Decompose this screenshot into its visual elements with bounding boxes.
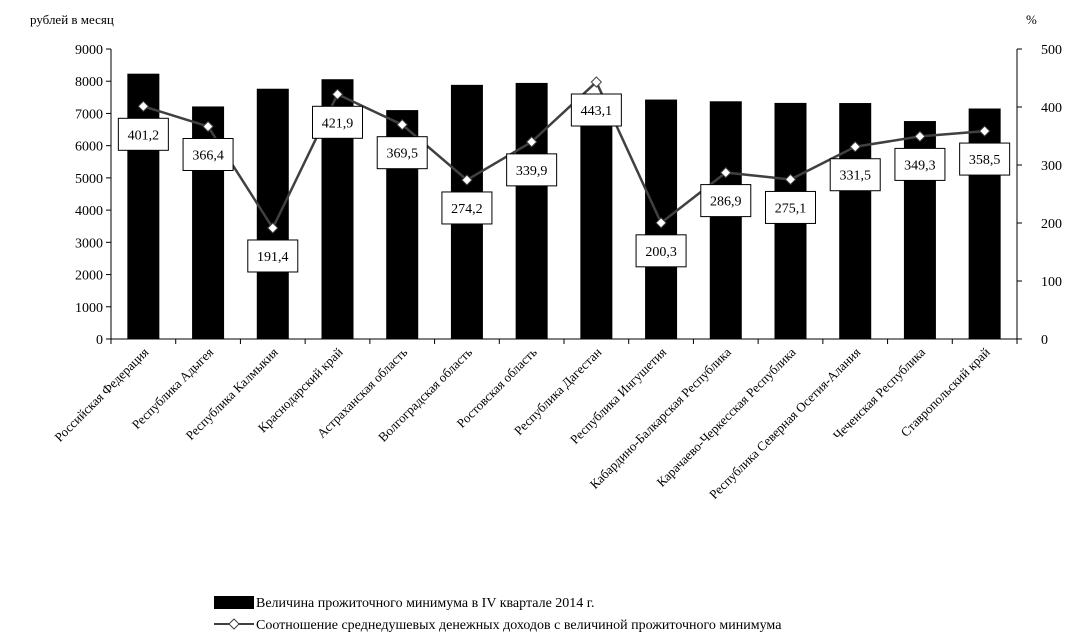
data-label-box <box>441 191 493 225</box>
bar <box>127 73 160 339</box>
category-label: Кабардино-Балкарская Республика <box>587 344 734 491</box>
bar <box>580 94 613 339</box>
y-tick-label: 5000 <box>75 172 103 187</box>
data-label-box <box>894 147 946 181</box>
data-label-box <box>700 184 752 218</box>
data-label-box <box>247 239 299 273</box>
data-label-box <box>312 105 363 139</box>
data-label: 191,4 <box>257 250 289 265</box>
y2-tick-label: 200 <box>1041 217 1062 232</box>
y2-tick-label: 500 <box>1041 43 1062 58</box>
y-tick-label: 2000 <box>75 269 103 284</box>
data-label-box <box>182 137 234 171</box>
data-labels: 401,2 366,4 191,4 421,9 369,5 274,2 339,9 443,1… <box>117 93 1011 273</box>
data-label-box <box>117 117 169 151</box>
y2-tick-label: 400 <box>1041 101 1062 116</box>
y2-axis-title: % <box>1026 12 1037 27</box>
y-tick-label: 8000 <box>75 75 103 90</box>
ratio-marker <box>784 173 797 186</box>
y2-tick-label: 100 <box>1041 275 1062 290</box>
ratio-marker <box>720 166 732 179</box>
data-label: 366,4 <box>192 148 224 163</box>
data-label: 331,5 <box>839 169 871 184</box>
legend: Величина прожиточного минимума в IV квар… <box>214 596 782 633</box>
data-label: 369,5 <box>386 147 418 162</box>
y-tick-label: 6000 <box>75 140 103 155</box>
data-label: 349,3 <box>904 158 936 173</box>
legend-diamond-marker <box>228 618 240 630</box>
ratio-marker <box>978 125 991 137</box>
ratio-marker <box>396 118 408 131</box>
y-tick-label: 9000 <box>75 43 103 58</box>
data-label: 401,2 <box>128 128 160 143</box>
data-label-box <box>829 158 881 192</box>
ratio-marker <box>202 120 214 133</box>
y-axis-title: рублей в месяц <box>30 12 114 27</box>
bar <box>256 88 289 339</box>
y-tick-label: 4000 <box>75 204 103 219</box>
legend-bar-label: Величина прожиточного минимума в IV квар… <box>256 596 594 611</box>
category-label: Карачаево-Черкесская Республика <box>653 344 798 489</box>
data-label: 275,1 <box>775 201 807 216</box>
ratio-marker <box>137 100 150 113</box>
data-label: 339,9 <box>516 164 548 179</box>
ratio-marker <box>525 136 538 148</box>
y-tick-label: 7000 <box>75 107 103 122</box>
data-label: 274,2 <box>451 202 483 217</box>
data-label: 358,5 <box>969 153 1001 168</box>
ratio-marker <box>267 222 279 234</box>
ratio-marker <box>914 130 926 143</box>
legend-line-label: Соотношение среднедушевых денежных доход… <box>256 618 782 633</box>
data-label: 286,9 <box>710 195 742 210</box>
y-tick-label: 0 <box>96 333 103 348</box>
y2-tick-label: 0 <box>1041 333 1048 348</box>
legend-bar-swatch <box>214 596 254 609</box>
data-label: 443,1 <box>581 104 613 119</box>
ratio-marker <box>655 217 667 229</box>
bar <box>709 101 742 340</box>
ratio-line <box>137 76 991 234</box>
data-label-box <box>959 142 1011 176</box>
data-label-box <box>570 93 622 127</box>
data-label: 200,3 <box>645 245 677 260</box>
y-tick-label: 3000 <box>75 236 103 251</box>
data-label-box <box>376 136 428 170</box>
data-label-box <box>765 190 816 224</box>
ratio-marker <box>331 88 344 101</box>
ratio-marker <box>590 76 603 88</box>
data-label-box <box>506 153 558 187</box>
data-label: 421,9 <box>322 116 354 131</box>
y-tick-label: 1000 <box>75 301 103 316</box>
bar <box>515 82 548 340</box>
bar <box>839 103 872 339</box>
y2-tick-label: 300 <box>1041 159 1062 174</box>
ratio-marker <box>849 141 861 153</box>
ratio-series-line <box>142 79 985 231</box>
ratio-marker <box>461 174 473 186</box>
data-label-box <box>635 234 687 268</box>
